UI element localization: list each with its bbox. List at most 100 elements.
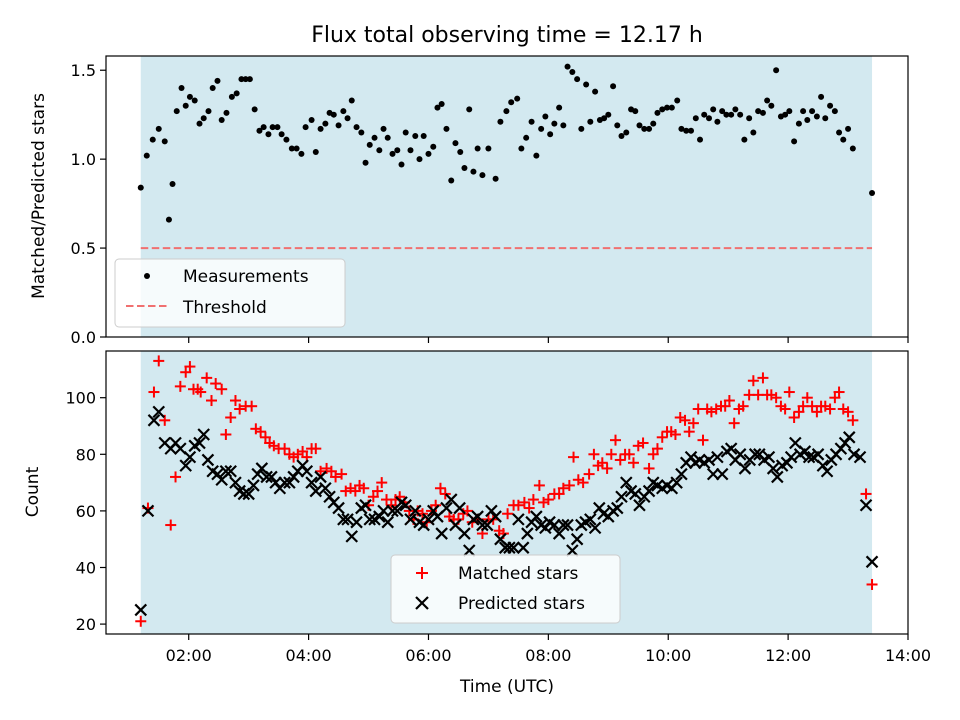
predicted-star-point: [305, 476, 318, 489]
predicted-star-point: [633, 498, 646, 512]
x-tick-label: 04:00: [286, 646, 332, 665]
predicted-star-point: [147, 414, 161, 427]
measurement-point: [186, 93, 193, 100]
matched-star-point: [577, 477, 589, 489]
x-tick-label: 14:00: [885, 646, 931, 665]
x-tick-label: 08:00: [525, 646, 571, 665]
predicted-star-point: [404, 513, 417, 526]
measurement-point: [223, 109, 230, 116]
measurement-point: [353, 124, 360, 131]
measurement-point: [457, 149, 464, 156]
predicted-star-point: [247, 479, 260, 492]
measurement-point: [564, 63, 571, 70]
measurement-point: [340, 108, 347, 115]
measurement-point: [750, 129, 757, 136]
measurement-point: [173, 108, 180, 115]
ratio-panel-frame: [105, 55, 909, 338]
predicted-star-point: [391, 504, 404, 518]
measurement-point: [636, 122, 643, 129]
predicted-star-point: [453, 501, 466, 515]
predicted-star-point: [422, 513, 435, 526]
matched-star-point: [425, 505, 437, 517]
measurement-point: [380, 125, 387, 132]
count-legend-box: [390, 554, 621, 624]
ratio-x-ticks: [188, 337, 909, 343]
matched-star-point: [747, 375, 759, 387]
matched-star-point: [697, 434, 709, 446]
predicted-star-point: [611, 501, 624, 515]
measurement-point: [238, 76, 245, 83]
measurement-point: [610, 83, 617, 90]
measurement-point: [782, 111, 789, 118]
count-x-ticks: 02:00 04:00 06:00 08:00 10:00 12:00 14:00: [166, 634, 931, 665]
measurement-point: [246, 76, 253, 83]
measurement-point: [786, 108, 793, 115]
predicted-star-point: [503, 541, 516, 554]
predicted-star-point: [363, 513, 377, 526]
measurement-point: [384, 134, 391, 141]
matched-star-point: [542, 494, 554, 506]
predicted-star-point: [733, 448, 747, 461]
ratio-legend: Measurements Threshold: [114, 258, 346, 328]
measurement-point: [448, 177, 455, 184]
measurement-point: [251, 106, 258, 113]
predicted-star-point: [715, 467, 729, 481]
matched-legend-label: Matched stars: [458, 564, 578, 584]
measurement-point: [732, 106, 739, 113]
predicted-star-point: [341, 513, 354, 526]
x-tick-label: 10:00: [645, 646, 691, 665]
measurement-point: [719, 108, 726, 115]
measurement-point: [773, 67, 780, 74]
predicted-star-point: [766, 462, 780, 475]
measurement-point: [508, 99, 515, 106]
measurement-point: [412, 133, 419, 140]
matched-star-point: [824, 403, 836, 415]
predicted-star-point: [820, 464, 834, 478]
matched-star-point: [583, 468, 595, 480]
measurement-point: [523, 134, 530, 141]
x-axis-label: Time (UTC): [459, 677, 554, 697]
matched-star-point: [518, 496, 530, 508]
matched-star-point: [502, 508, 514, 520]
predicted-star-point: [309, 484, 323, 498]
measurement-point: [755, 108, 762, 115]
matched-star-point: [315, 465, 327, 477]
measurement-point: [242, 76, 249, 83]
measurement-point: [578, 125, 585, 132]
predicted-star-point: [853, 450, 867, 464]
count-panel: 20 40 60 80 100 02:00 04:00 06:00 08:00 10:00 12:…: [23, 350, 931, 697]
measurement-point: [659, 106, 666, 113]
predicted-star-point: [557, 518, 570, 532]
matched-star-point: [728, 417, 740, 429]
matched-star-point: [201, 372, 213, 384]
measurement-point: [169, 181, 176, 188]
predicted-star-point: [507, 541, 520, 554]
measurement-point: [623, 129, 630, 136]
measurements-legend-label: Measurements: [183, 267, 309, 287]
predicted-star-point: [642, 484, 656, 498]
predicted-star-point: [152, 405, 166, 419]
measurement-point: [688, 127, 695, 134]
matched-star-point: [669, 428, 681, 440]
matched-star-point: [148, 386, 160, 398]
predicted-star-point: [521, 527, 534, 540]
measurement-point: [827, 102, 834, 109]
matched-star-point: [165, 519, 177, 531]
predicted-star-point: [229, 476, 242, 489]
measurement-point: [583, 81, 590, 88]
measurement-point: [178, 85, 185, 92]
matched-star-point: [557, 482, 569, 494]
measurement-point: [348, 97, 355, 104]
matched-star-point: [601, 462, 613, 474]
predicted-star-point: [724, 442, 738, 455]
matched-star-point: [847, 414, 859, 426]
matched-star-point: [372, 485, 384, 497]
measurement-point: [425, 150, 432, 157]
ratio-y-ticks: 0.0 0.5 1.0 1.5: [71, 61, 106, 347]
measurement-point: [416, 156, 423, 163]
measurement-point: [479, 172, 486, 179]
count-panel-frame: [105, 350, 909, 635]
matched-star-point: [643, 462, 655, 474]
measurement-point: [664, 104, 671, 111]
matched-star-point: [527, 494, 539, 506]
